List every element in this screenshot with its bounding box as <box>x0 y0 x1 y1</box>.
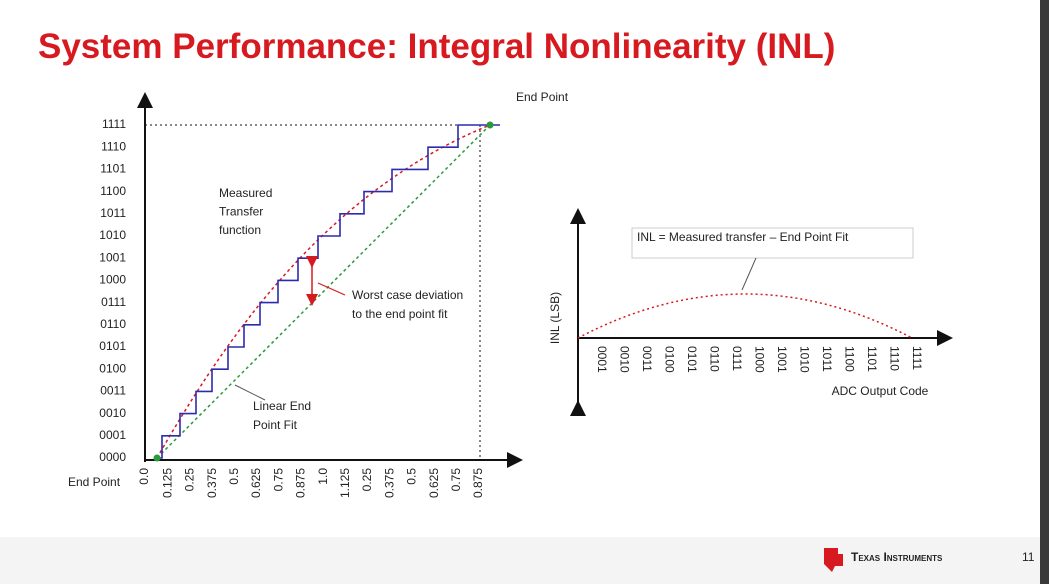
y-tick-label: 0101 <box>99 339 126 353</box>
end-point-dot <box>486 121 494 129</box>
callout-line <box>317 282 346 296</box>
annotation: to the end point fit <box>352 307 448 321</box>
x-tick-label: 0111 <box>730 346 744 371</box>
annotation: Worst case deviation <box>352 288 463 302</box>
y-tick-label: 1110 <box>101 139 126 153</box>
x-tick-label: 0.375 <box>382 468 396 498</box>
y-axis-label: INL (LSB) <box>548 292 562 344</box>
annotation: Linear End <box>253 399 311 413</box>
y-tick-label: 1111 <box>102 117 126 131</box>
x-tick-label: 1110 <box>887 346 901 371</box>
x-tick-label: 1011 <box>820 346 834 372</box>
y-tick-label: 0111 <box>101 295 126 309</box>
x-tick-label: 0001 <box>595 346 609 373</box>
x-tick-label: 0011 <box>640 346 654 372</box>
x-tick-label: 0.5 <box>405 468 419 485</box>
y-tick-label: 1010 <box>99 228 126 242</box>
x-tick-label: 0.5 <box>227 468 241 485</box>
x-tick-label: 0.625 <box>427 468 441 498</box>
x-tick-label: 0010 <box>617 346 631 373</box>
y-tick-label: 0000 <box>99 450 126 464</box>
y-tick-label: 0001 <box>99 428 126 442</box>
x-tick-label: 0.75 <box>271 468 285 492</box>
x-tick-label: 1100 <box>842 346 856 372</box>
x-axis-title: ADC Output Code <box>832 384 929 398</box>
end-point-fit <box>156 124 491 459</box>
x-tick-label: 1010 <box>797 346 811 373</box>
x-tick-label: 0.875 <box>471 468 485 498</box>
x-tick-label: 0.875 <box>294 468 308 498</box>
annotation: Measured <box>219 186 272 200</box>
y-tick-label: 0110 <box>100 317 126 331</box>
callout-line <box>741 257 757 291</box>
y-tick-label: 1011 <box>100 206 126 220</box>
x-tick-label: 0.375 <box>205 468 219 498</box>
y-tick-label: 0100 <box>99 361 126 375</box>
y-tick-label: 1000 <box>99 273 126 287</box>
footer-bar <box>0 537 1040 584</box>
x-tick-label: 0110 <box>707 346 721 372</box>
x-tick-label: 0.25 <box>183 468 197 492</box>
window-edge <box>1040 0 1049 584</box>
x-tick-label: 0100 <box>662 346 676 373</box>
x-tick-label: 0.25 <box>360 468 374 492</box>
annotation: End Point <box>68 475 121 489</box>
y-tick-label: 1101 <box>100 162 126 176</box>
equation-box <box>631 227 914 259</box>
x-tick-label: 0.75 <box>449 468 463 492</box>
x-tick-label: 1001 <box>775 346 789 373</box>
annotation: End Point <box>516 90 569 104</box>
brand: Texas Instruments <box>851 550 943 564</box>
x-tick-label: 1000 <box>752 346 766 373</box>
x-tick-label: 0.0 <box>137 468 151 485</box>
page-number: 11 <box>1022 550 1035 564</box>
x-tick-label: 1.0 <box>316 468 330 485</box>
x-tick-label: 1101 <box>865 346 879 372</box>
ti-logo <box>824 548 843 572</box>
x-tick-label: 0101 <box>685 346 699 373</box>
y-tick-label: 0010 <box>99 406 126 420</box>
measured-transfer <box>157 124 500 459</box>
y-tick-label: 1100 <box>100 184 126 198</box>
annotation: Point Fit <box>253 418 298 432</box>
end-point-dot <box>153 454 161 462</box>
y-tick-label: 1001 <box>99 250 126 264</box>
slide-title: System Performance: Integral Nonlinearit… <box>38 27 835 66</box>
y-tick-label: 0011 <box>100 384 126 398</box>
callout-line <box>234 384 266 401</box>
x-tick-label: 1111 <box>910 346 924 370</box>
x-tick-label: 1.125 <box>338 468 352 498</box>
annotation: Transfer <box>219 205 263 219</box>
x-tick-label: 0.625 <box>249 468 263 498</box>
annotation: function <box>219 223 261 237</box>
x-tick-label: 0.125 <box>160 468 174 498</box>
equation: INL = Measured transfer – End Point Fit <box>637 230 849 244</box>
